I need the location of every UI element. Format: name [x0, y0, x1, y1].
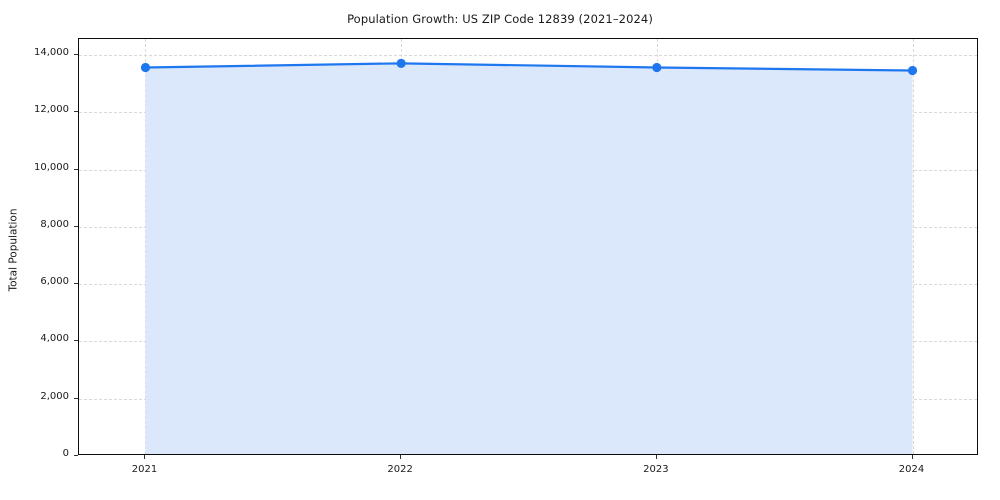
data-point-markers: [140, 58, 918, 76]
y-gridline: [79, 55, 977, 57]
y-tick-mark: [74, 397, 78, 399]
y-tick-mark: [74, 283, 78, 285]
data-point-marker: [652, 62, 662, 73]
y-tick-mark: [74, 340, 78, 342]
data-point-marker: [140, 62, 151, 73]
x-tick-label: 2024: [898, 464, 925, 475]
x-tick-label: 2022: [387, 464, 413, 475]
y-tick-label: 2,000: [40, 390, 69, 402]
y-tick-label: 6,000: [40, 276, 69, 288]
y-tick-mark: [74, 455, 78, 456]
x-tick-mark: [144, 455, 146, 459]
y-tick-mark: [74, 168, 78, 170]
y-tick-label: 0: [62, 448, 69, 459]
data-point-marker: [396, 58, 406, 68]
population-line-series: [140, 58, 918, 454]
x-tick-mark: [911, 455, 913, 459]
y-tick-mark: [74, 111, 78, 113]
y-tick-label: 8,000: [40, 218, 69, 230]
x-tick-label: 2023: [643, 464, 669, 475]
y-tick-mark: [74, 225, 78, 227]
y-axis-title: Total Population: [2, 0, 26, 500]
x-tick-mark: [655, 455, 657, 459]
y-tick-label: 14,000: [34, 47, 69, 59]
plot-area: [78, 38, 978, 455]
area-fill: [145, 63, 913, 454]
chart-title: Population Growth: US ZIP Code 12839 (20…: [347, 12, 653, 26]
y-tick-label: 12,000: [34, 104, 69, 116]
data-point-marker: [907, 65, 918, 76]
x-gridline: [912, 39, 914, 454]
y-tick-mark: [74, 54, 78, 56]
y-tick-label: 10,000: [34, 161, 69, 173]
line-path: [144, 62, 914, 72]
y-tick-label: 4,000: [40, 333, 69, 345]
x-tick-label: 2021: [131, 464, 158, 475]
x-tick-mark: [400, 455, 402, 459]
